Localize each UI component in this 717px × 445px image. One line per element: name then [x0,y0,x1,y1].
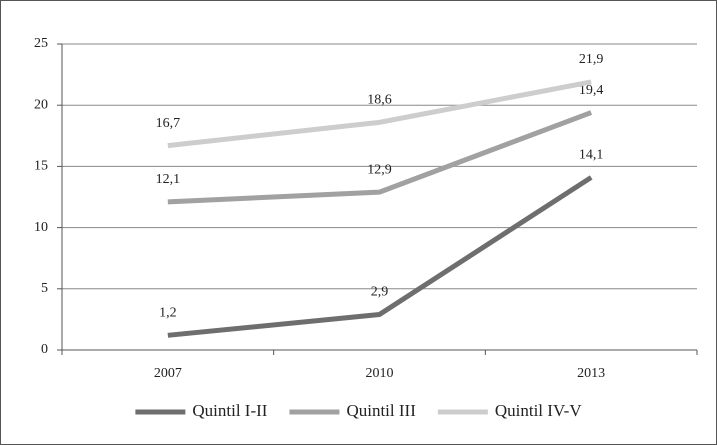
series-line [167,175,593,338]
x-tick-label: 2013 [577,366,605,381]
data-label: 19,4 [579,83,604,98]
data-label: 12,1 [156,172,181,187]
data-label: 21,9 [579,52,604,67]
y-tick-label: 0 [41,342,48,357]
data-label: 16,7 [156,116,181,131]
y-tick-label: 15 [34,159,48,174]
data-label: 12,9 [367,162,392,177]
legend-label: Quintil I-II [192,401,267,420]
legend-label: Quintil III [346,401,416,420]
data-label: 14,1 [579,148,604,163]
y-tick-label: 20 [34,97,48,112]
y-tick-label: 10 [34,220,48,235]
data-label: 18,6 [367,93,392,108]
x-tick-label: 2007 [154,366,182,381]
data-label: 1,2 [159,306,177,321]
y-tick-label: 5 [41,281,48,296]
legend-label: Quintil IV-V [495,401,582,420]
data-label: 2,9 [371,285,389,300]
series-line [167,79,592,149]
series-line [167,110,593,205]
x-tick-label: 2010 [366,366,394,381]
y-tick-label: 25 [34,36,48,51]
